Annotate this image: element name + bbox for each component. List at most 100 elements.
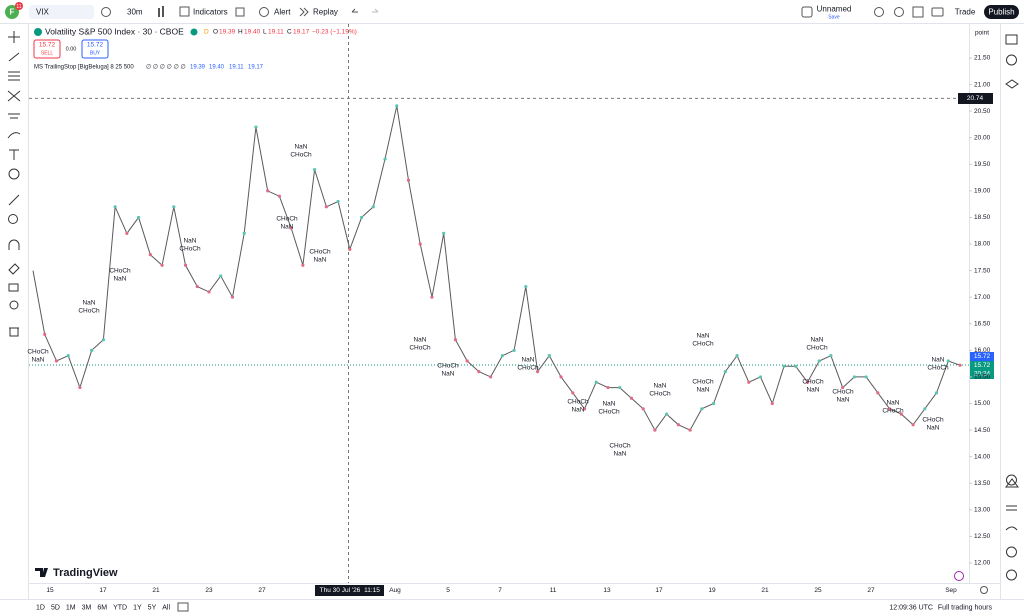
ideas-icon[interactable] <box>1005 478 1019 488</box>
ruler-tool[interactable] <box>8 194 20 206</box>
price-point <box>641 407 645 411</box>
indicators-button[interactable]: Indicators <box>193 8 228 17</box>
stream-icon[interactable] <box>1005 526 1018 531</box>
redo[interactable] <box>372 8 379 13</box>
price-point <box>406 178 411 182</box>
layout-checkbox[interactable] <box>801 6 813 18</box>
structure-label: NaN <box>806 387 819 394</box>
alert-icon[interactable] <box>259 7 269 17</box>
range-button[interactable]: All <box>162 604 170 611</box>
price-point <box>207 290 211 294</box>
indicator-name: MS TrailingStop [BigBeluga] 8 25 500 <box>34 65 134 71</box>
help-icon[interactable] <box>1006 546 1017 558</box>
replay-icon[interactable] <box>299 7 309 17</box>
snapshot-icon[interactable] <box>931 7 944 17</box>
range-button[interactable]: 1D <box>36 604 45 611</box>
pattern-tool[interactable] <box>7 90 21 102</box>
trend-line-tool[interactable] <box>8 52 20 62</box>
price-label: 16.50 <box>974 320 991 327</box>
date-range-icon[interactable] <box>177 602 189 612</box>
price-point <box>794 364 798 368</box>
delete-tool[interactable] <box>9 327 19 337</box>
price-point <box>524 284 528 289</box>
pine-icon[interactable] <box>1006 505 1017 511</box>
forecast-tool[interactable] <box>8 113 20 119</box>
alerts-icon[interactable] <box>1006 54 1017 66</box>
replay-marker[interactable] <box>954 571 964 581</box>
structure-label: CHoCh <box>179 246 201 253</box>
structure-label: NaN <box>653 383 666 390</box>
price-point <box>606 385 610 390</box>
visibility-tool[interactable] <box>9 300 19 310</box>
emoji-tool[interactable] <box>8 168 20 180</box>
price-point <box>735 354 739 358</box>
layout-status: Save <box>828 14 840 20</box>
range-button[interactable]: 1M <box>66 604 76 611</box>
buy-button[interactable] <box>81 39 109 59</box>
chart-type-icon[interactable] <box>158 8 160 17</box>
settings-icon[interactable] <box>894 7 904 17</box>
indicator-value: 19.17 <box>248 65 264 71</box>
time-label: Sep <box>945 587 957 594</box>
add-symbol[interactable] <box>101 7 111 17</box>
market-status <box>190 28 198 36</box>
templates-icon[interactable] <box>235 7 245 17</box>
session[interactable]: Full trading hours <box>938 604 993 611</box>
search-icon[interactable] <box>874 7 884 17</box>
right-sidebar <box>1005 34 1019 581</box>
crosshair-tool[interactable] <box>8 31 20 43</box>
range-button[interactable]: 5D <box>51 604 60 611</box>
price-point <box>336 199 340 204</box>
structure-label: CHoCh <box>27 349 49 356</box>
fullscreen-icon[interactable] <box>912 6 924 18</box>
magnet-tool[interactable] <box>8 239 20 250</box>
notifications-icon[interactable] <box>1006 569 1017 581</box>
range-button[interactable]: 6M <box>97 604 107 611</box>
fib-tool[interactable] <box>8 71 20 81</box>
layout-name[interactable]: Unnamed <box>817 5 852 14</box>
structure-label: CHoCh <box>409 345 431 352</box>
publish-button[interactable]: Publish <box>988 8 1014 17</box>
price-point <box>301 263 305 267</box>
price-label: 15.00 <box>974 400 991 407</box>
brush-tool[interactable] <box>7 132 21 139</box>
undo[interactable] <box>351 8 358 13</box>
price-point <box>876 391 880 395</box>
avatar[interactable] <box>5 5 19 19</box>
sell-button[interactable] <box>33 39 61 59</box>
replay-button[interactable]: Replay <box>313 8 338 17</box>
price-unit: point <box>975 30 989 37</box>
text-tool[interactable] <box>9 149 19 160</box>
structure-label: NaN <box>441 371 454 378</box>
time-label: 17 <box>655 587 663 594</box>
range-button[interactable]: 3M <box>82 604 92 611</box>
time-label: 17 <box>99 587 107 594</box>
indicators-icon[interactable] <box>179 6 190 17</box>
zoom-tool[interactable] <box>8 214 18 224</box>
range-button[interactable]: 1Y <box>133 604 142 611</box>
buy-label: BUY <box>90 50 101 56</box>
axis-settings[interactable] <box>980 586 988 594</box>
range-button[interactable]: YTD <box>113 604 127 611</box>
lock-drawing-tool[interactable] <box>8 263 20 275</box>
interval[interactable]: 30m <box>127 8 143 17</box>
badge-count: 11 <box>16 4 21 10</box>
target-icon[interactable] <box>1006 474 1017 486</box>
trade-button[interactable]: Trade <box>955 8 976 17</box>
structure-label: NaN <box>810 337 823 344</box>
price-point <box>383 157 387 161</box>
l-label: L <box>263 29 267 36</box>
price-point <box>899 412 903 416</box>
symbol-search[interactable] <box>29 5 94 19</box>
watchlist-icon[interactable] <box>1005 34 1018 45</box>
alert-button[interactable]: Alert <box>274 8 291 17</box>
lock-tool[interactable] <box>8 283 19 292</box>
price-point <box>43 332 47 336</box>
range-button[interactable]: 5Y <box>148 604 157 611</box>
time-label: 15 <box>46 587 54 594</box>
crosshair-clock: 11:15 <box>364 587 380 594</box>
publish-bg[interactable] <box>984 5 1019 19</box>
layers-icon[interactable] <box>1005 79 1019 89</box>
price-point <box>582 407 587 411</box>
